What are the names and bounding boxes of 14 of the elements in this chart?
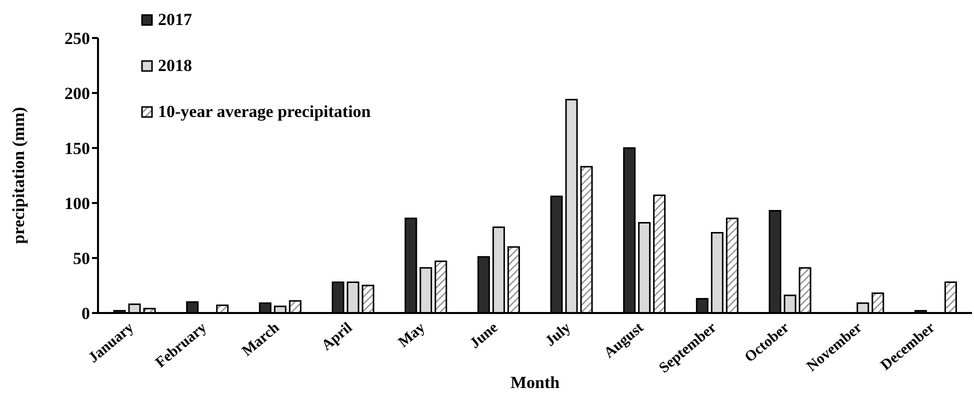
y-tick-label: 150 bbox=[64, 139, 90, 158]
x-axis-title: Month bbox=[510, 373, 560, 392]
legend-label: 10-year average precipitation bbox=[158, 102, 371, 122]
y-tick-label: 0 bbox=[82, 304, 90, 324]
y-tick-label: 50 bbox=[73, 249, 90, 268]
y-tick-label: 200 bbox=[64, 84, 90, 104]
x-tick-label: May bbox=[396, 319, 429, 351]
y-tick-label: 100 bbox=[64, 194, 90, 214]
x-tick-label: June bbox=[467, 320, 502, 352]
legend-label: 2018 bbox=[158, 56, 192, 76]
y-tick-label: 250 bbox=[64, 29, 90, 48]
x-tick-label: July bbox=[542, 319, 574, 350]
legend-label: 2017 bbox=[158, 10, 192, 30]
y-axis-title: precipitation (mm) bbox=[9, 106, 28, 244]
